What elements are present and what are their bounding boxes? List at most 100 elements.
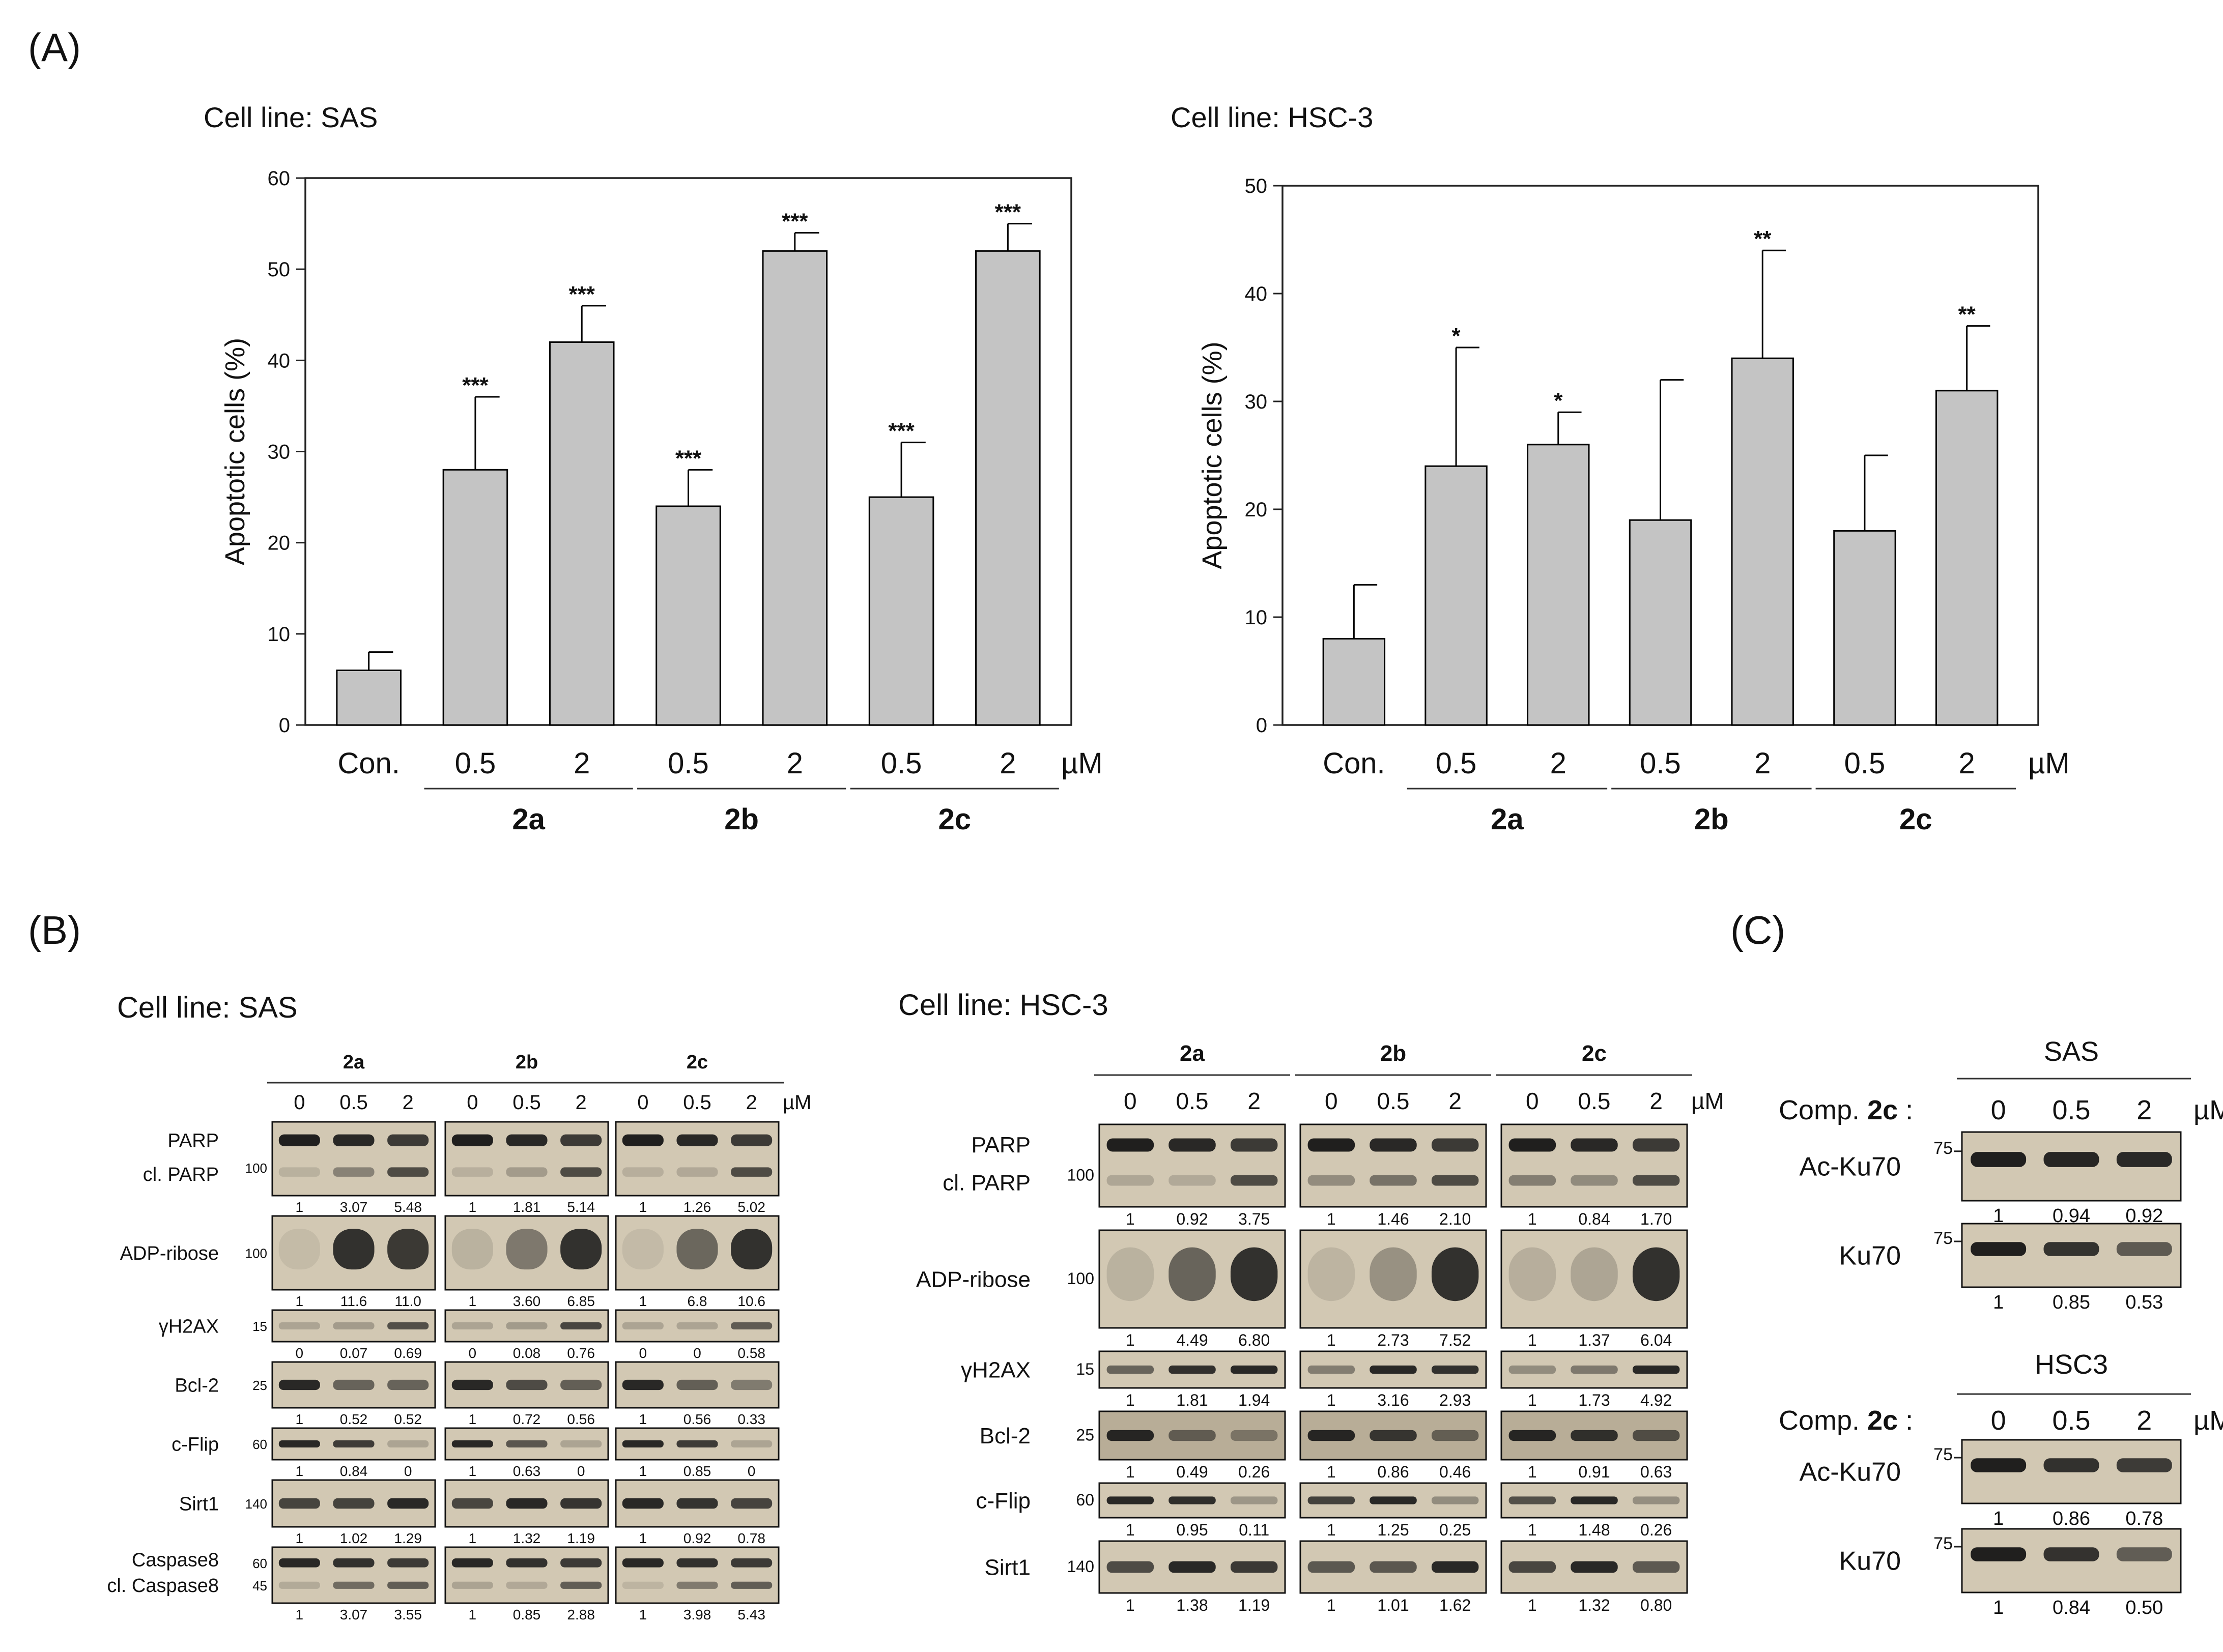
blot-dose-label: 0 <box>1325 1088 1338 1114</box>
mw-marker-label: 15 <box>252 1319 267 1334</box>
blot-dose-label: 0.5 <box>512 1091 541 1114</box>
mw-marker-label: 75 <box>1933 1445 1953 1464</box>
blot-band <box>1508 1138 1556 1152</box>
blot-quantification: 0.85 <box>513 1607 541 1622</box>
blot-quantification: 0.56 <box>567 1411 595 1427</box>
blot-band <box>1632 1430 1680 1441</box>
blot-quantification: 1 <box>469 1607 477 1622</box>
panel-label-c: (C) <box>1730 908 1785 952</box>
blot-band <box>731 1167 773 1177</box>
chart-title: Cell line: HSC-3 <box>1171 101 1373 133</box>
chart-title: Cell line: SAS <box>204 101 378 133</box>
blot-c-title: SAS <box>2044 1036 2099 1067</box>
group-label: 2c <box>938 803 971 836</box>
blot-title: Cell line: HSC-3 <box>898 989 1108 1022</box>
x-tick-label: 0.5 <box>1844 747 1886 780</box>
blot-quantification: 1.19 <box>567 1530 595 1546</box>
blot-band <box>676 1440 718 1447</box>
blot-band <box>1168 1365 1216 1374</box>
unit-label: µM <box>1061 747 1103 780</box>
x-tick-label: Con. <box>337 747 400 780</box>
blot-dose-label: 0.5 <box>1176 1088 1209 1114</box>
mw-marker-label: 25 <box>252 1378 267 1393</box>
x-tick-label: 2 <box>1959 747 1975 780</box>
blot-band <box>333 1379 375 1390</box>
blot-membrane <box>1098 1123 1286 1208</box>
significance-marker: ** <box>1754 226 1772 251</box>
blot-band <box>506 1167 548 1177</box>
significance-marker: *** <box>569 282 595 307</box>
blot-quantification: 1 <box>1528 1210 1537 1228</box>
blot-quantification: 1 <box>469 1463 477 1479</box>
blot-band <box>1632 1175 1680 1186</box>
blot-band <box>622 1558 664 1568</box>
blot-band <box>560 1134 602 1146</box>
blot-band <box>506 1498 548 1509</box>
blot-quantification: 2.10 <box>1439 1210 1471 1228</box>
bar <box>1731 357 1794 726</box>
blot-band <box>560 1581 602 1589</box>
blot-quantification: 1 <box>1327 1596 1336 1614</box>
blot-band <box>1370 1175 1417 1186</box>
blot-quantification: 0.76 <box>567 1345 595 1361</box>
blot-band <box>451 1440 493 1447</box>
blot-dose-label: 0.5 <box>339 1091 368 1114</box>
blot-c-dose-label: 2 <box>2136 1095 2152 1125</box>
blot-band <box>1307 1561 1355 1573</box>
blot-quantification: 5.02 <box>737 1199 765 1215</box>
blot-band <box>1971 1242 2027 1256</box>
blot-protein-label: c-Flip <box>172 1434 219 1455</box>
blot-quantification: 1 <box>639 1607 647 1622</box>
blot-protein-label: Sirt1 <box>985 1555 1031 1580</box>
blot-band <box>1508 1561 1556 1573</box>
significance-marker: * <box>1452 324 1461 349</box>
mw-marker-label: 140 <box>1067 1557 1094 1576</box>
x-tick-label: Con. <box>1323 747 1385 780</box>
blot-quantification: 1 <box>1327 1331 1336 1349</box>
blot-c-quantification: 1 <box>1993 1597 2004 1618</box>
blot-band <box>560 1379 602 1390</box>
blot-band <box>506 1379 548 1390</box>
blot-quantification: 1.62 <box>1439 1596 1471 1614</box>
blot-band <box>2116 1242 2172 1256</box>
blot-membrane <box>444 1121 609 1197</box>
blot-band <box>451 1134 493 1146</box>
blot-quantification: 1.81 <box>1176 1391 1208 1409</box>
blot-band <box>1971 1152 2027 1167</box>
x-tick-label: 0.5 <box>455 747 496 780</box>
blot-band <box>387 1167 429 1177</box>
mw-marker-label: 100 <box>1067 1166 1094 1184</box>
comp-label: Comp. 2c : <box>1779 1095 1913 1125</box>
blot-band <box>1431 1247 1479 1301</box>
blot-quantification: 5.14 <box>567 1199 595 1215</box>
blot-quantification: 0.26 <box>1640 1521 1672 1539</box>
blot-band <box>676 1134 718 1146</box>
blot-group-label: 2b <box>1380 1041 1406 1066</box>
blot-quantification: 1.32 <box>1578 1596 1610 1614</box>
chart-hsc3-apoptosis: Cell line: HSC-3 0 10 20 30 40 50 Apoptotic cel… <box>1171 101 2070 836</box>
blot-band <box>506 1558 548 1568</box>
blot-band <box>278 1440 320 1447</box>
blot-band <box>676 1229 718 1270</box>
blot-band <box>1307 1430 1355 1441</box>
blot-dose-label: 2 <box>746 1091 757 1114</box>
blot-quantification: 1 <box>1327 1391 1336 1409</box>
blot-band <box>451 1498 493 1509</box>
significance-marker: *** <box>995 200 1021 225</box>
mw-marker-label: 100 <box>245 1161 267 1176</box>
blot-quantification: 3.55 <box>394 1607 422 1622</box>
blot-quantification: 0.84 <box>1578 1210 1610 1228</box>
blot-quantification: 0 <box>748 1463 756 1479</box>
blot-band <box>1106 1247 1154 1301</box>
blot-band <box>1971 1547 2027 1561</box>
blot-band <box>2116 1152 2172 1167</box>
y-tick-label: 50 <box>1245 175 1268 197</box>
blot-quantification: 0.08 <box>513 1345 541 1361</box>
blot-quantification: 1 <box>469 1411 477 1427</box>
blot-band <box>1508 1430 1556 1441</box>
blot-quantification: 1.19 <box>1238 1596 1270 1614</box>
comp-label-compound: 2c <box>1867 1095 1898 1125</box>
blot-quantification: 0 <box>577 1463 585 1479</box>
